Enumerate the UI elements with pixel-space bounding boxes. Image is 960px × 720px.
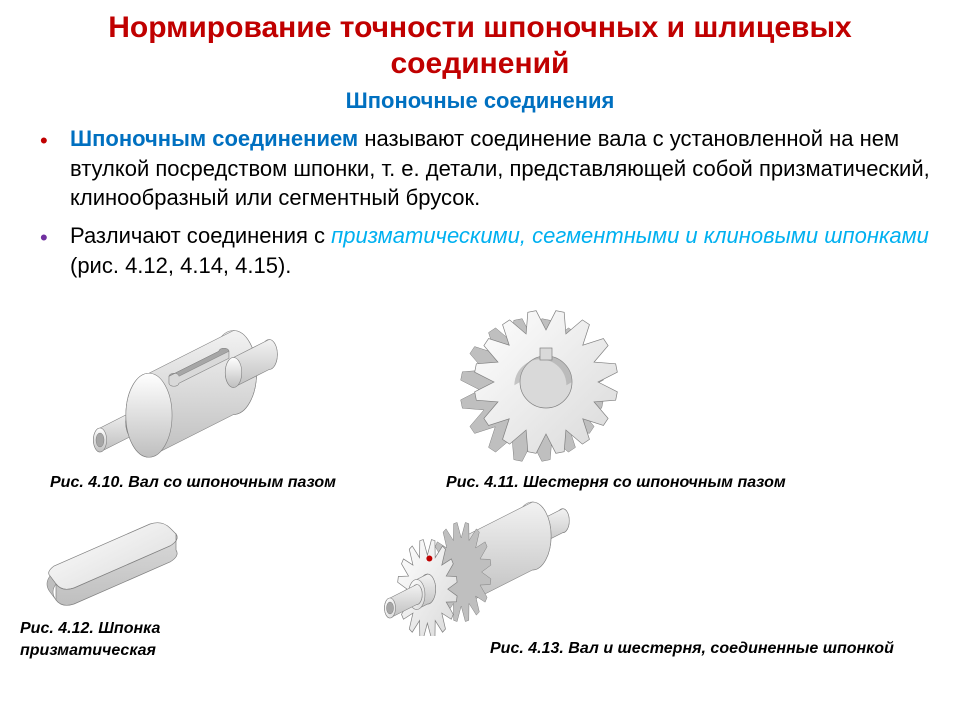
assembly-illustration <box>350 496 710 636</box>
bullet-list: Шпоночным соединением называют соединени… <box>20 124 940 280</box>
figure-4-13-caption: Рис. 4.13. Вал и шестерня, соединенные ш… <box>490 640 894 658</box>
bullet-2-text: (рис. 4.12, 4.14, 4.15). <box>70 253 291 278</box>
page-subtitle: Шпоночные соединения <box>20 88 940 114</box>
figure-4-12-caption-2: призматическая <box>20 642 156 660</box>
figure-row-2: Рис. 4.12. Шпонка призматическая Рис. 4.… <box>20 496 940 660</box>
key-illustration <box>20 496 200 616</box>
figure-row-1: Рис. 4.10. Вал со шпоночным пазом Рис. 4… <box>20 290 940 492</box>
bullet-item-1: Шпоночным соединением называют соединени… <box>50 124 940 213</box>
figure-4-10: Рис. 4.10. Вал со шпоночным пазом <box>50 290 336 492</box>
bullet-2-emphasis: призматическими, сегментными и клиновыми… <box>331 223 929 248</box>
figure-4-11-caption: Рис. 4.11. Шестерня со шпоночным пазом <box>446 474 786 492</box>
shaft-illustration <box>50 290 330 470</box>
figure-4-11: Рис. 4.11. Шестерня со шпоночным пазом <box>446 290 786 492</box>
figure-4-13: Рис. 4.13. Вал и шестерня, соединенные ш… <box>350 496 894 660</box>
figure-4-12-caption-1: Рис. 4.12. Шпонка <box>20 620 160 638</box>
bullet-1-emphasis: Шпоночным соединением <box>70 126 358 151</box>
figure-4-12: Рис. 4.12. Шпонка призматическая <box>20 496 200 660</box>
bullet-item-2: Различают соединения с призматическими, … <box>50 221 940 280</box>
page-title: Нормирование точности шпоночных и шлицев… <box>20 10 940 82</box>
figure-4-10-caption: Рис. 4.10. Вал со шпоночным пазом <box>50 474 336 492</box>
bullet-2-lead: Различают соединения с <box>70 223 331 248</box>
gear-illustration <box>446 290 646 470</box>
